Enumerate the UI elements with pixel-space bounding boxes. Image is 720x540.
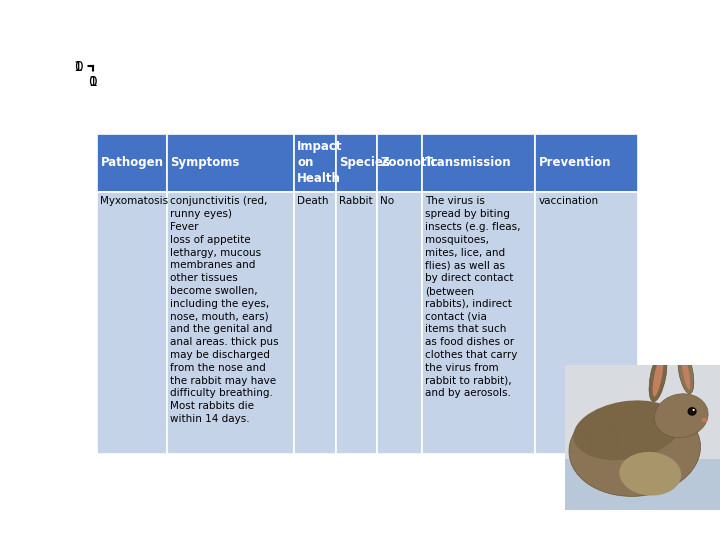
Bar bbox=[336, 192, 377, 454]
Text: vaccination: vaccination bbox=[539, 197, 598, 206]
Text: Myxomatosis: Myxomatosis bbox=[100, 197, 168, 206]
Text: Symptoms: Symptoms bbox=[170, 157, 239, 170]
Ellipse shape bbox=[678, 351, 694, 394]
Ellipse shape bbox=[701, 418, 708, 422]
Bar bbox=[97, 192, 166, 454]
Ellipse shape bbox=[652, 356, 663, 396]
Bar bbox=[422, 134, 536, 192]
Ellipse shape bbox=[569, 402, 701, 496]
Text: Prevention: Prevention bbox=[539, 157, 611, 170]
Bar bbox=[294, 192, 336, 454]
Bar bbox=[377, 192, 422, 454]
Circle shape bbox=[693, 409, 695, 411]
Ellipse shape bbox=[619, 452, 681, 496]
Text: Transmission: Transmission bbox=[425, 157, 511, 170]
Text: Impact
on
Health: Impact on Health bbox=[297, 140, 343, 185]
Text: Death: Death bbox=[297, 197, 329, 206]
Bar bbox=[294, 134, 336, 192]
Text: Pathogen: Pathogen bbox=[100, 157, 163, 170]
Ellipse shape bbox=[573, 400, 680, 460]
Ellipse shape bbox=[654, 394, 708, 438]
Bar bbox=[336, 134, 377, 192]
Bar bbox=[166, 192, 294, 454]
Text: The virus is
spread by biting
insects (e.g. fleas,
mosquitoes,
mites, lice, and
: The virus is spread by biting insects (e… bbox=[425, 197, 521, 399]
Text: Rabbit: Rabbit bbox=[339, 197, 372, 206]
Bar bbox=[377, 134, 422, 192]
Bar bbox=[422, 192, 536, 454]
Bar bbox=[535, 192, 638, 454]
Bar bbox=[97, 134, 166, 192]
Bar bbox=[166, 134, 294, 192]
Bar bbox=[565, 459, 720, 510]
Circle shape bbox=[688, 408, 696, 415]
Ellipse shape bbox=[681, 355, 690, 389]
Text: Species: Species bbox=[339, 157, 390, 170]
Ellipse shape bbox=[649, 352, 667, 402]
Text: Zoonotic: Zoonotic bbox=[380, 157, 438, 170]
Bar bbox=[535, 134, 638, 192]
Bar bbox=[565, 365, 720, 459]
Text: No: No bbox=[380, 197, 395, 206]
Text: conjunctivitis (red,
runny eyes)
Fever
loss of appetite
lethargy, mucous
membran: conjunctivitis (red, runny eyes) Fever l… bbox=[170, 197, 279, 424]
